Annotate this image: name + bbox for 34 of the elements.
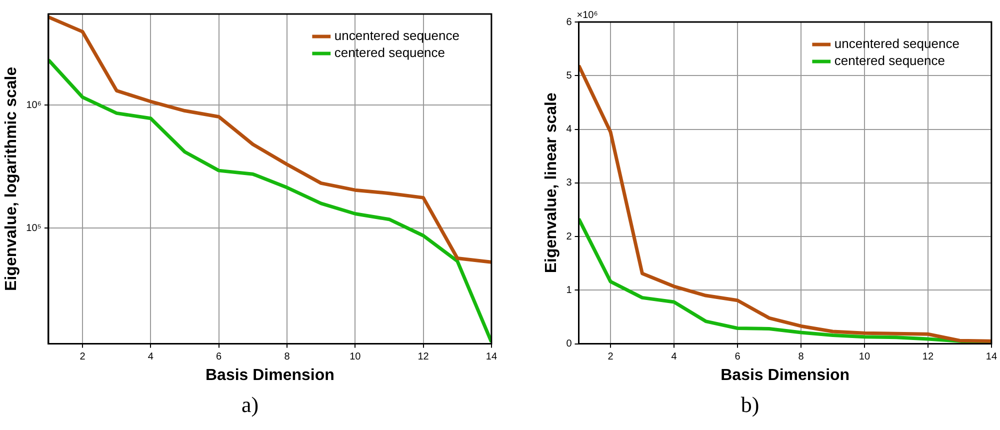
legend-label: uncentered sequence (334, 28, 460, 44)
text: b) (740, 392, 760, 418)
y-tick-label: 5 (566, 70, 572, 82)
legend-label: centered sequence (834, 53, 945, 68)
x-tick-label: 8 (284, 352, 290, 363)
x-tick-label: 2 (608, 352, 614, 363)
y-tick-label: 6 (566, 16, 572, 28)
x-tick-label: 4 (671, 352, 678, 363)
text: a) (240, 392, 260, 418)
x-tick-label: 6 (734, 352, 741, 363)
x-axis-title: Basis Dimension (205, 366, 334, 384)
y-tick-label: 2 (566, 231, 572, 242)
y-tick-label: 10⁵ (26, 222, 42, 234)
x-tick-label: 2 (80, 352, 86, 363)
y-tick-label: 10⁶ (26, 100, 42, 111)
x-tick-label: 4 (148, 352, 154, 363)
text: ×10⁶ (576, 10, 598, 21)
x-tick-label: 6 (216, 352, 222, 363)
x-tick-label: 10 (350, 352, 362, 363)
y-axis-title: Eigenvalue, linear scale (543, 92, 560, 274)
y-tick-label: 0 (566, 338, 572, 350)
x-tick-label: 12 (922, 352, 934, 363)
legend-label: centered sequence (334, 45, 445, 60)
y-tick-label: 3 (566, 178, 572, 189)
y-tick-label: 1 (566, 284, 572, 296)
legend-label: uncentered sequence (834, 36, 960, 52)
x-tick-label: 14 (986, 352, 998, 363)
x-tick-label: 8 (798, 352, 804, 363)
y-axis-title: Eigenvalue, logarithmic scale (3, 66, 20, 291)
y-tick-label: 4 (566, 124, 572, 136)
x-tick-label: 14 (486, 352, 498, 363)
x-tick-label: 12 (418, 352, 430, 363)
x-axis-title: Basis Dimension (720, 366, 850, 384)
x-tick-label: 10 (858, 352, 870, 363)
